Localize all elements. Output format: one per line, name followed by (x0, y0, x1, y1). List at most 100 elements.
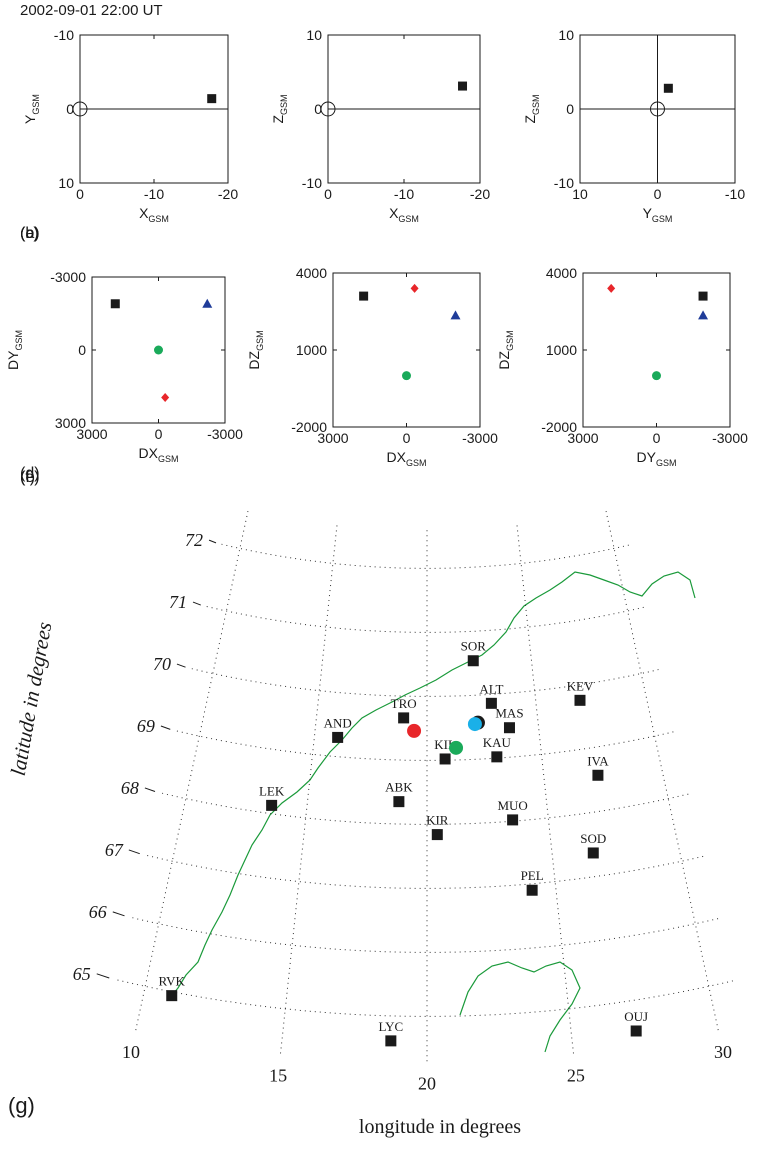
station-marker (592, 769, 604, 781)
parallel-grid-line (221, 543, 633, 569)
y-axis-label: latitude in degrees (6, 620, 57, 777)
y-tick-label: -2000 (291, 419, 327, 435)
x-tick-label: -20 (470, 186, 490, 202)
x-tick-label: 3000 (317, 430, 348, 446)
station-label: LEK (259, 783, 285, 798)
x-tick-label: -3000 (712, 430, 748, 446)
x-tick-label: -10 (144, 186, 164, 202)
panel-label: (b) (20, 225, 40, 242)
y-tick-label: 10 (58, 175, 74, 191)
y-tick-label: -3000 (50, 269, 86, 285)
y-tick-label: 4000 (546, 265, 577, 281)
y-tick-label: 0 (78, 342, 86, 358)
parallel-grid-line (206, 606, 648, 633)
station-label: SOR (461, 639, 487, 654)
meridian-grid-line (605, 510, 719, 1031)
y-tick-label: 0 (314, 101, 322, 117)
x-tick-label: 0 (76, 186, 84, 202)
x-tick-label: 3000 (567, 430, 598, 446)
y-tick-label: 71 (169, 592, 187, 612)
station-marker (385, 1035, 397, 1047)
y-tick (192, 601, 201, 606)
y-tick-label: 10 (558, 27, 574, 43)
x-axis-label-sub: GSM (406, 458, 427, 468)
marker-square (110, 299, 120, 309)
meridian-grid-line (516, 525, 574, 1054)
y-axis-label: DYGSM (5, 330, 24, 370)
meridian-grid-line (135, 510, 249, 1031)
y-tick-label: 0 (566, 101, 574, 117)
marker-square (207, 94, 217, 104)
y-axis-label: ZGSM (270, 94, 289, 123)
marker-circle (154, 345, 163, 355)
x-tick-label: 0 (155, 426, 163, 442)
y-tick-label: -10 (302, 175, 322, 191)
marker-square (458, 81, 468, 91)
station-label: AND (324, 715, 352, 730)
station-label: OUJ (624, 1009, 648, 1024)
x-axis-label-sub: GSM (158, 454, 179, 464)
x-tick-label: 30 (714, 1042, 732, 1062)
x-axis-label-sub: GSM (656, 458, 677, 468)
parallel-grid-line (176, 730, 678, 761)
station-label: RVK (159, 974, 186, 989)
y-tick (144, 787, 156, 792)
y-tick-label: -2000 (541, 419, 577, 435)
y-axis-label-main: Z (522, 115, 538, 124)
y-tick-label: -10 (554, 175, 574, 191)
station-label: SOD (580, 831, 606, 846)
marker-circle (652, 371, 661, 381)
x-tick-label: 10 (572, 186, 588, 202)
x-tick-label: 20 (418, 1074, 436, 1094)
marker-square (663, 83, 673, 93)
y-tick-label: 1000 (546, 342, 577, 358)
parallel-grid-line (191, 668, 663, 697)
x-axis-label-main: DX (139, 445, 159, 461)
x-axis-label: longitude in degrees (359, 1116, 521, 1138)
figure-title: 2002-09-01 22:00 UT (20, 2, 163, 19)
x-axis-label: XGSM (389, 205, 419, 224)
y-axis-label-main: DZ (246, 350, 262, 369)
station-marker (587, 847, 599, 859)
y-axis-label-main: DY (5, 350, 21, 370)
station-label: MUO (497, 798, 527, 813)
marker-square (359, 291, 369, 301)
x-tick-label: 15 (269, 1066, 287, 1086)
y-tick-label: 70 (153, 654, 171, 674)
x-tick-label: -20 (218, 186, 238, 202)
x-tick-label: -3000 (462, 430, 498, 446)
station-marker (266, 799, 278, 811)
y-tick-label: 3000 (55, 415, 86, 431)
x-axis-label: DXGSM (387, 449, 427, 468)
y-axis-label-main: Y (22, 114, 38, 124)
y-axis-label-main: Z (270, 115, 286, 124)
station-marker (574, 694, 586, 706)
x-axis-label-main: DX (387, 449, 407, 465)
y-axis-label: ZGSM (522, 94, 541, 123)
parallel-grid-line (161, 792, 693, 825)
plot-frame (582, 272, 731, 428)
y-tick-label: 0 (66, 101, 74, 117)
panel-label: (f) (20, 469, 35, 486)
station-label: KIR (426, 813, 449, 828)
x-tick-label: 25 (567, 1066, 585, 1086)
y-tick-label: 10 (306, 27, 322, 43)
y-tick-label: 4000 (296, 265, 327, 281)
y-tick-label: 66 (89, 902, 107, 922)
parallel-grid-line (117, 979, 737, 1017)
station-label: ALT (479, 681, 503, 696)
y-tick-label: 67 (105, 840, 124, 860)
x-axis-label: DYGSM (637, 449, 677, 468)
y-axis-label-sub: GSM (255, 330, 265, 351)
station-label: MAS (495, 706, 523, 721)
x-tick-label: 3000 (76, 426, 107, 442)
panel-label: (c) (20, 225, 39, 242)
x-axis-label-sub: GSM (398, 214, 419, 224)
station-marker (485, 697, 497, 709)
x-axis-label-main: X (139, 205, 149, 221)
x-tick-label: 0 (324, 186, 332, 202)
panel-label: (a) (20, 225, 40, 242)
station-marker (467, 655, 479, 667)
y-tick-label: -10 (54, 27, 74, 43)
